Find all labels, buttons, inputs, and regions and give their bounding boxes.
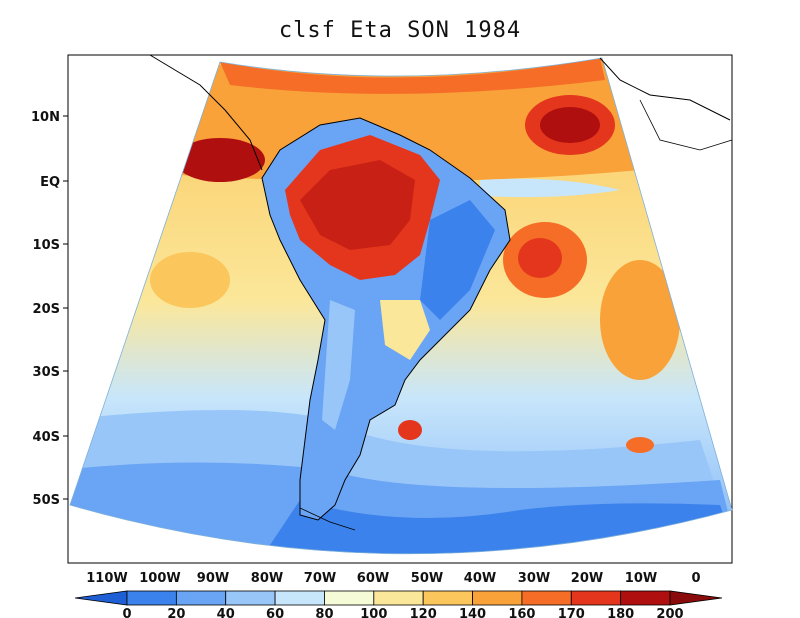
- latitude-axis: 10N EQ 10S 20S 30S 40S 50S: [31, 110, 68, 508]
- lon-label: 30W: [518, 571, 550, 586]
- colorbar-box: [620, 590, 671, 606]
- lat-label: 10S: [33, 238, 60, 253]
- land-brazil-field: [420, 200, 495, 320]
- longitude-axis: 110W 100W 90W 80W 70W 60W 50W 40W 30W 20…: [86, 571, 700, 586]
- colorbar-tick-label: 80: [315, 607, 333, 618]
- coast-central-america: [149, 54, 263, 171]
- colorbar-tick-label: 160: [508, 607, 535, 618]
- lat-label: 50S: [33, 493, 60, 508]
- lon-label: 60W: [357, 571, 389, 586]
- coast-tierra-del-fuego: [299, 507, 356, 531]
- field-tropical-band: [480, 178, 620, 198]
- map-title: clsf Eta SON 1984: [278, 18, 522, 43]
- colorbar-box: [126, 590, 177, 606]
- land-amazon-core: [300, 160, 415, 250]
- colorbar-box: [373, 590, 424, 606]
- colorbar-tick-label: 170: [558, 607, 585, 618]
- lat-label: 10N: [31, 110, 60, 125]
- field-spot-brazil-malvinas: [398, 420, 422, 440]
- lon-label: 110W: [86, 571, 127, 586]
- lat-label: EQ: [40, 175, 60, 190]
- colorbar-box: [274, 590, 325, 606]
- border-africa: [639, 99, 733, 151]
- lat-label: 30S: [33, 365, 60, 380]
- field-spot-south-atlantic: [626, 437, 654, 453]
- lat-label: 20S: [33, 302, 60, 317]
- lon-label: 0: [691, 571, 700, 586]
- field-north-red-band: [220, 58, 605, 94]
- lon-label: 10W: [625, 571, 657, 586]
- lon-label: 80W: [251, 571, 283, 586]
- colorbar-box: [175, 590, 227, 606]
- land-parana-field: [380, 300, 430, 360]
- lon-label: 70W: [304, 571, 336, 586]
- colorbar-box: [570, 590, 622, 606]
- colorbar-tick-label: 20: [167, 607, 185, 618]
- lat-label: 40S: [33, 430, 60, 445]
- land-andes-field: [322, 300, 355, 430]
- colorbar-box: [472, 590, 523, 606]
- field-spot-pacific-south: [150, 252, 230, 308]
- lon-label: 50W: [411, 571, 443, 586]
- colorbar-tick-label: 120: [410, 607, 437, 618]
- field-spot-atlantic-south-core: [518, 238, 562, 278]
- lon-label: 100W: [139, 571, 180, 586]
- field-layer: [70, 58, 732, 554]
- colorbar-tick-label: 60: [266, 607, 284, 618]
- colorbar-tick-label: 0: [122, 607, 131, 618]
- colorbar-tick-label: 40: [217, 607, 235, 618]
- coast-africa: [599, 57, 731, 121]
- colorbar-box: [225, 590, 276, 606]
- lon-label: 90W: [197, 571, 229, 586]
- lon-label: 40W: [464, 571, 496, 586]
- colorbar-tick-label: 100: [360, 607, 387, 618]
- colorbar-left-arrow: [74, 590, 128, 606]
- colorbar-box: [521, 590, 572, 606]
- colorbar-box: [324, 590, 375, 606]
- colorbar-tick-label: 180: [607, 607, 634, 618]
- colorbar: 0 20 40 60 80 100 120 140 160 170 180 200: [74, 590, 723, 618]
- colorbar-right-arrow: [669, 590, 723, 606]
- colorbar-tick-label: 140: [459, 607, 486, 618]
- colorbar-box: [422, 590, 473, 606]
- field-spot-east: [600, 260, 680, 380]
- lon-label: 20W: [571, 571, 603, 586]
- domain-outline: [69, 57, 733, 555]
- colorbar-tick-label: 200: [656, 607, 683, 618]
- field-spot-atlantic-north-core: [540, 107, 600, 143]
- field-spot-pacific: [175, 138, 265, 182]
